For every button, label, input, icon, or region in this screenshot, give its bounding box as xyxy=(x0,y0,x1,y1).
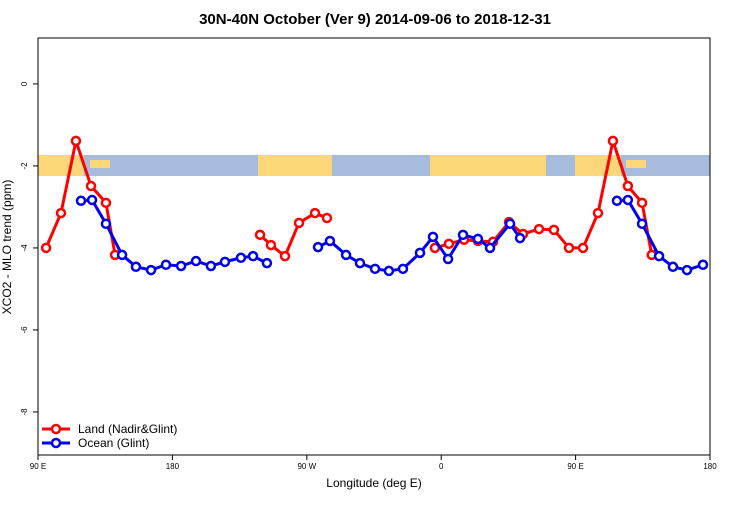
data-point xyxy=(681,264,693,276)
data-point xyxy=(504,218,516,229)
data-point xyxy=(636,197,648,209)
x-tick-label: 90 W xyxy=(297,462,316,471)
data-point xyxy=(190,255,202,267)
data-point xyxy=(261,257,273,269)
x-tick-label: 0 xyxy=(439,462,444,471)
data-point xyxy=(309,207,321,219)
land-band xyxy=(38,155,84,176)
data-point xyxy=(75,195,87,207)
data-point xyxy=(533,223,545,235)
land-band xyxy=(626,160,646,168)
data-point xyxy=(293,217,305,229)
data-point xyxy=(354,257,366,269)
data-point xyxy=(340,249,352,261)
data-point xyxy=(40,242,52,254)
data-point xyxy=(100,218,112,229)
data-point xyxy=(369,263,381,275)
data-point xyxy=(697,259,709,270)
chart-title: 30N-40N October (Ver 9) 2014-09-06 to 20… xyxy=(199,11,551,28)
land-band xyxy=(575,155,621,176)
data-point xyxy=(414,247,426,259)
series-line xyxy=(434,135,654,256)
x-tick-label: 180 xyxy=(703,462,717,471)
data-point xyxy=(145,264,157,276)
x-tick-label: 90 E xyxy=(567,462,583,471)
land-band xyxy=(90,160,110,168)
data-point xyxy=(667,261,679,273)
data-point xyxy=(548,224,560,236)
data-point xyxy=(443,238,455,250)
data-point xyxy=(175,260,187,272)
y-tick-label: -2 xyxy=(20,162,29,170)
data-point xyxy=(563,242,575,254)
data-point xyxy=(457,229,469,241)
x-axis-label: Longitude (deg E) xyxy=(326,476,421,490)
data-point xyxy=(442,253,454,265)
data-point xyxy=(514,232,526,244)
data-point xyxy=(622,180,634,192)
land-band xyxy=(258,155,332,176)
data-point xyxy=(577,242,589,254)
data-point xyxy=(472,233,484,245)
data-point xyxy=(130,261,142,273)
y-tick-label: -6 xyxy=(20,326,29,334)
data-point xyxy=(607,135,619,147)
data-point xyxy=(321,212,333,224)
data-point xyxy=(312,241,324,253)
land-band xyxy=(430,155,546,176)
data-point xyxy=(254,229,266,241)
data-point xyxy=(279,250,291,262)
data-point xyxy=(116,249,128,261)
y-axis-label: XCO2 - MLO trend (ppm) xyxy=(0,180,14,315)
series-line xyxy=(44,135,117,256)
data-point xyxy=(611,195,623,207)
data-point xyxy=(484,242,496,254)
data-point xyxy=(219,256,231,268)
data-point xyxy=(427,231,439,243)
legend-label: Ocean (Glint) xyxy=(78,436,149,450)
x-tick-label: 90 E xyxy=(30,462,46,471)
data-point xyxy=(383,265,395,277)
data-point xyxy=(70,135,82,147)
data-point xyxy=(653,250,665,262)
legend-marker xyxy=(50,423,62,435)
data-point xyxy=(160,259,172,270)
legend-label: Land (Nadir&Glint) xyxy=(78,422,177,436)
legend-marker xyxy=(50,437,62,449)
data-point xyxy=(397,263,409,275)
data-point xyxy=(235,252,247,264)
data-point xyxy=(205,260,217,272)
data-point xyxy=(100,197,112,209)
data-point xyxy=(265,239,277,251)
data-point xyxy=(55,207,67,219)
y-tick-label: -8 xyxy=(20,408,29,416)
y-tick-label: -4 xyxy=(20,244,29,252)
x-tick-label: 180 xyxy=(166,462,180,471)
data-point xyxy=(86,194,98,206)
data-point xyxy=(85,180,97,192)
data-point xyxy=(324,235,336,247)
plot-frame xyxy=(37,37,711,456)
data-point xyxy=(592,207,604,219)
data-point xyxy=(622,194,634,206)
data-point xyxy=(247,250,259,262)
y-tick-label: 0 xyxy=(20,81,29,86)
map-band xyxy=(38,155,710,176)
data-point xyxy=(636,218,648,229)
